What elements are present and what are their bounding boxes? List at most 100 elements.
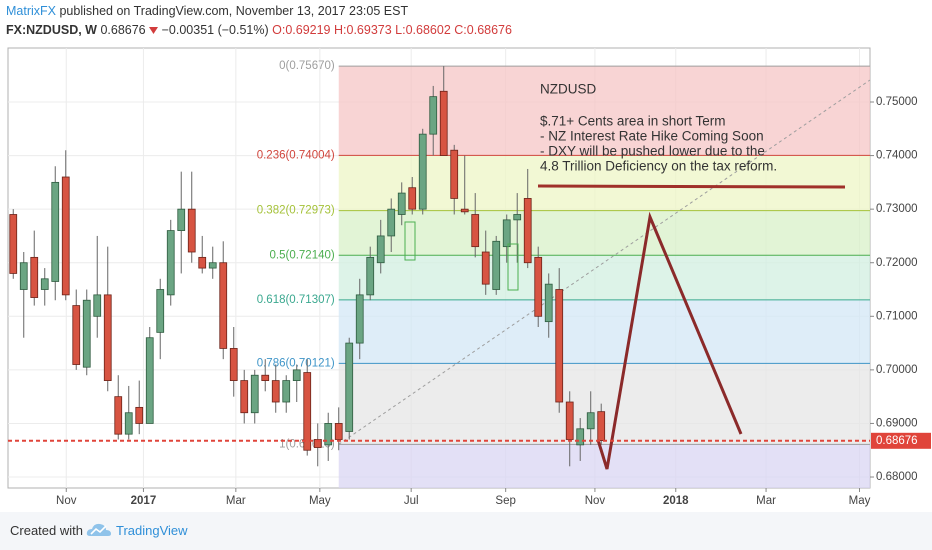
annotation-text: - DXY will be pushed lower due to the [540,144,765,159]
symbol: FX:NZDUSD, W [6,23,97,37]
candle-body [219,262,228,349]
candle-body [166,230,175,296]
candle-body [177,208,186,231]
y-tick-label: 0.71000 [876,310,918,322]
annotation-text: NZDUSD [540,82,596,97]
candle-body [376,235,385,264]
candle-body [429,96,438,135]
candle-body [471,214,480,248]
candle-body [513,214,522,221]
fib-band [338,155,870,211]
last-price: 0.68676 [100,23,146,37]
candle-body [114,396,123,435]
candle-body [523,198,532,264]
candle-body [534,256,543,317]
x-tick-label: Sep [495,495,515,507]
x-tick-label: Nov [56,495,77,507]
ohlc-high: H:0.69373 [334,23,392,37]
fib-label: 0.382(0.72973) [257,205,335,217]
created-with: Created with [10,523,83,538]
candle-body [240,380,249,414]
candle-body [145,337,154,424]
ohlc-low: L:0.68602 [395,23,451,37]
price-label: 0.68676 [876,435,918,447]
candle-body [103,294,112,381]
candle-body [439,90,448,156]
x-tick-label: Mar [756,495,776,507]
annotation-text: $.71+ Cents area in short Term [540,114,725,129]
x-tick-label: May [849,495,871,507]
candle-body [565,401,574,440]
down-arrow [149,27,159,35]
x-tick-label: Nov [585,495,606,507]
candle-body [187,208,196,253]
x-tick-label: May [309,495,331,507]
fib-band [338,444,870,488]
candle-body [334,423,343,440]
candle-body [450,149,459,199]
candle-body [355,294,364,344]
candle-body [72,305,81,365]
candle-body [261,374,270,381]
candle-body [597,411,606,441]
symbol-line: FX:NZDUSD, W 0.68676 −0.00351 (−0.51%) O… [6,23,512,37]
fib-label: 0.786(0.70121) [257,357,335,369]
candle-body [345,342,354,432]
forecast-path [596,211,743,470]
fib-label: 0(0.75670) [279,60,335,72]
author[interactable]: MatrixFX [6,4,56,18]
candle-body [82,299,91,368]
ohlc-open: O:0.69219 [272,23,331,37]
candle-body [387,208,396,237]
y-tick-label: 0.75000 [876,96,918,108]
x-tick-label: 2017 [131,495,157,507]
change: −0.00351 (−0.51%) [161,23,269,37]
candle-body [586,412,595,430]
candle-body [40,278,49,290]
chart: 0.68000 0.69000 0.70000 0.71000 0.72000 0.730… [7,47,931,507]
candle-body [292,369,301,381]
fib-label: 0.618(0.71307) [257,294,335,306]
fib-band [338,255,870,300]
candle-body [156,289,165,333]
candle-body [198,256,207,269]
target-line [537,184,846,189]
box-drawing [507,243,519,291]
header-line: MatrixFX published on TradingView.com, N… [6,4,408,18]
logo[interactable] [86,521,112,539]
candle-body [271,380,280,403]
price-box [871,432,931,449]
candle-body [366,256,375,296]
candle-body [229,348,238,381]
trend-line [338,79,871,445]
candle-body [313,439,322,448]
y-tick-label: 0.69000 [876,417,918,429]
fib-label: 0.5(0.72140) [270,249,335,261]
box-drawing [404,221,416,261]
annotation-text: - NZ Interest Rate Hike Coming Soon [540,129,764,144]
brand[interactable]: TradingView [116,523,188,538]
y-tick-label: 0.72000 [876,257,918,269]
x-tick-label: Mar [226,495,246,507]
candle-body [502,219,511,248]
candle-body [9,214,18,274]
candle-body [19,262,28,290]
ohlc-close: C:0.68676 [454,23,512,37]
candle-body [250,374,259,414]
candle-body [324,423,333,446]
candle-body [397,192,406,215]
candle-body [61,176,70,296]
fib-band [338,210,870,256]
candle-body [124,412,133,435]
candle-body [303,372,312,451]
y-tick-label: 0.68000 [876,471,918,483]
candle-body [208,262,217,269]
candle-body [30,256,39,298]
candle-body [93,294,102,317]
y-tick-label: 0.73000 [876,203,918,215]
candle-body [408,187,417,210]
candle-body [135,406,144,424]
x-tick-label: 2018 [663,495,689,507]
candle-body [555,289,564,403]
